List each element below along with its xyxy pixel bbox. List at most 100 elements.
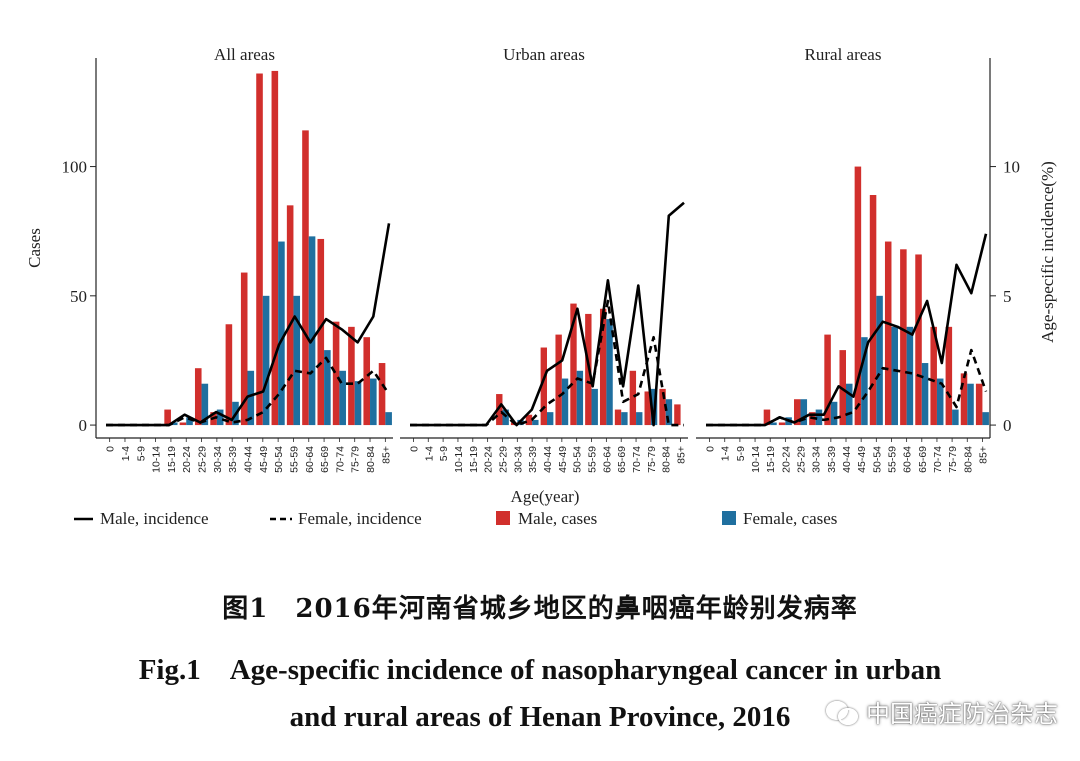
x-tick-label: 10-14	[151, 446, 163, 473]
x-tick-label: 25-29	[796, 446, 808, 473]
female-cases-bar	[370, 378, 377, 426]
x-tick-label: 35-39	[826, 446, 838, 473]
y-right-tick-label: 10	[1003, 158, 1020, 177]
x-tick-label: 1-4	[120, 446, 132, 461]
x-tick-label: 5-9	[135, 446, 147, 461]
male-cases-bar	[164, 409, 171, 426]
male-incidence-line	[410, 201, 685, 427]
female-cases-bar	[576, 370, 584, 426]
female-cases-bar	[621, 412, 628, 426]
male-cases-bar	[794, 399, 801, 426]
female-cases-bar	[354, 381, 362, 426]
male-cases-bar	[271, 70, 279, 426]
female-cases-bar	[216, 409, 224, 426]
x-tick-label: 65-69	[319, 446, 331, 473]
panel-title-0: All areas	[214, 45, 275, 64]
x-tick-label: 80-84	[365, 446, 377, 473]
male-cases-bar	[599, 308, 607, 426]
x-tick-label: 75-79	[350, 446, 362, 473]
male-cases-bar	[854, 166, 862, 426]
x-tick-label: 60-64	[304, 446, 316, 473]
x-tick-label: 50-54	[871, 446, 883, 473]
panel-title-2: Rural areas	[805, 45, 882, 64]
x-tick-label: 70-74	[334, 446, 346, 473]
male-cases-bar	[570, 303, 577, 426]
x-tick-label: 60-64	[902, 446, 914, 473]
x-tick-label: 40-44	[243, 446, 255, 473]
caption-english-line1: Fig.1 Age-specific incidence of nasophar…	[138, 654, 942, 686]
x-tick-label: 35-39	[227, 446, 239, 473]
x-tick-label: 85+	[380, 446, 392, 464]
legend-male-cases: Male, cases	[518, 509, 597, 528]
panel-title-1: Urban areas	[503, 45, 585, 64]
female-cases-bar	[967, 383, 974, 426]
y-left-tick-label: 50	[70, 287, 87, 306]
female-incidence-line	[410, 299, 684, 427]
female-cases-bar	[385, 412, 392, 426]
female-cases-bar	[665, 399, 673, 426]
female-cases-bar	[800, 399, 808, 426]
legend-male-cases-swatch	[496, 511, 510, 525]
x-tick-label: 40-44	[542, 446, 554, 473]
female-cases-bar	[936, 378, 944, 426]
x-tick-label: 75-79	[947, 446, 959, 473]
legend-female-incidence: Female, incidence	[298, 509, 422, 528]
x-tick-label: 25-29	[497, 446, 509, 473]
male-cases-bar	[975, 383, 983, 426]
male-cases-bar	[659, 388, 666, 426]
female-cases-bar	[170, 422, 178, 426]
female-cases-bar	[952, 409, 959, 426]
x-tick-label: 55-59	[886, 446, 898, 473]
x-tick-label: 80-84	[661, 446, 673, 473]
y-right-tick-label: 0	[1003, 416, 1012, 435]
x-tick-label: 35-39	[527, 446, 539, 473]
caption-english-line2: and rural areas of Henan Province, 2016	[289, 701, 791, 733]
female-cases-bar	[982, 412, 989, 426]
x-tick-label: 30-34	[212, 446, 224, 473]
caption-chinese: 图1 2016年河南省城乡地区的鼻咽癌年龄别发病率	[222, 594, 858, 624]
female-cases-bar	[186, 417, 193, 426]
female-cases-bar	[861, 337, 868, 426]
x-tick-label: 70-74	[932, 446, 944, 473]
x-tick-label: 75-79	[646, 446, 658, 473]
female-cases-bar	[591, 388, 598, 426]
male-incidence-line	[106, 223, 391, 427]
x-tick-label: 5-9	[438, 446, 450, 461]
x-tick-label: 0	[408, 446, 420, 452]
y-left-tick-label: 0	[79, 416, 88, 435]
male-cases-bar	[869, 195, 877, 426]
female-cases-bar	[830, 401, 838, 426]
female-cases-bar	[636, 412, 643, 426]
x-tick-label: 5-9	[735, 446, 747, 461]
x-tick-label: 30-34	[512, 446, 524, 473]
male-cases-bar	[839, 350, 846, 426]
x-tick-label: 10-14	[453, 446, 465, 473]
female-cases-bar	[201, 383, 209, 426]
chart: 0 50 100 0 5 10 Cases Age-specific incidence(%)…	[25, 45, 1057, 528]
male-cases-bar	[884, 241, 892, 426]
male-cases-bar	[496, 394, 503, 426]
y-left-tick-label: 100	[62, 158, 88, 177]
female-cases-bar	[339, 370, 346, 426]
male-cases-bar	[945, 326, 953, 426]
female-cases-bar	[606, 319, 613, 426]
y-left-axis-title: Cases	[25, 228, 44, 268]
male-cases-bar	[317, 238, 325, 426]
x-tick-label: 50-54	[572, 446, 584, 473]
male-cases-bar	[915, 254, 922, 426]
x-tick-label: 30-34	[811, 446, 823, 473]
x-tick-label: 45-49	[856, 446, 868, 473]
female-cases-bar	[547, 412, 554, 426]
male-cases-bar	[332, 321, 340, 426]
female-cases-bar	[278, 241, 285, 426]
wechat-icon	[826, 699, 860, 725]
x-tick-label: 85+	[676, 446, 688, 464]
legend-male-incidence: Male, incidence	[100, 509, 209, 528]
y-right-axis-title: Age-specific incidence(%)	[1038, 161, 1057, 343]
male-cases-bar	[614, 409, 622, 426]
female-cases-bar	[906, 326, 914, 426]
x-tick-label: 15-19	[765, 446, 777, 473]
male-cases-bar	[286, 205, 294, 426]
watermark: 中国癌症防治杂志	[826, 694, 1058, 729]
female-incidence-line	[106, 356, 391, 427]
